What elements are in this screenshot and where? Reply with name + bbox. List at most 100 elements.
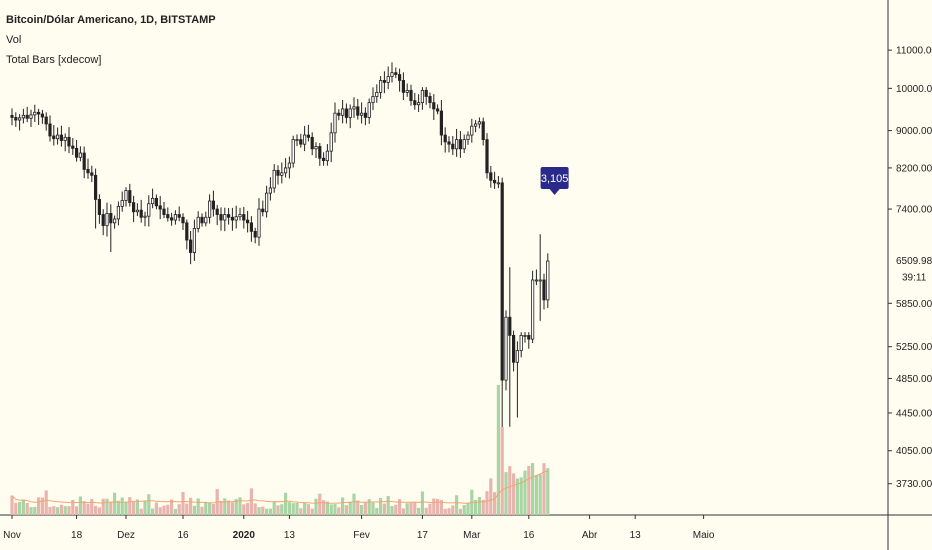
- candle-body: [367, 102, 371, 118]
- time-tick-label: 13: [284, 530, 296, 541]
- candle-body: [200, 216, 204, 224]
- candle-body: [492, 179, 497, 184]
- candle-body: [17, 117, 22, 121]
- volume-bar: [185, 503, 189, 515]
- volume-bar: [113, 492, 117, 515]
- volume-bar: [409, 502, 413, 515]
- candle-body: [375, 91, 379, 97]
- candle-body: [264, 192, 269, 213]
- candle-body: [397, 74, 402, 81]
- volume-bar: [306, 504, 310, 515]
- volume-bar: [86, 503, 90, 515]
- volume-bar: [135, 499, 139, 515]
- candle-body: [257, 208, 261, 238]
- candle-body: [59, 134, 64, 141]
- candle-body: [230, 216, 234, 221]
- candle-body: [192, 228, 196, 253]
- volume-bar: [291, 503, 295, 515]
- candle-body: [283, 167, 288, 174]
- candle-body: [48, 123, 52, 137]
- candle-body: [489, 172, 493, 181]
- volume-bar: [173, 508, 177, 515]
- volume-bar: [303, 502, 307, 515]
- volume-bar: [33, 506, 37, 515]
- volume-bar: [466, 503, 470, 515]
- candle-body: [302, 134, 307, 145]
- time-tick-label: 17: [417, 530, 429, 541]
- price-tick-label: 4850.00: [896, 374, 932, 385]
- candle-body: [447, 141, 451, 145]
- volume-bar: [379, 497, 383, 515]
- candle-body: [314, 146, 318, 150]
- volume-bar: [299, 508, 303, 515]
- candle-body: [268, 187, 273, 194]
- candle-body: [139, 209, 143, 218]
- candle-body: [454, 139, 459, 150]
- candle-body: [158, 205, 162, 210]
- volume-bar: [394, 504, 398, 515]
- volume-bar: [189, 497, 193, 515]
- volume-bar: [455, 495, 459, 515]
- volume-bar: [257, 507, 261, 515]
- candle-body: [359, 112, 364, 116]
- volume-bar: [333, 504, 337, 515]
- candle-body: [420, 89, 425, 104]
- volume-bar: [21, 499, 25, 515]
- volume-bar: [109, 502, 113, 515]
- volume-bar: [318, 493, 322, 515]
- volume-bar: [432, 498, 436, 515]
- candle-body: [105, 213, 109, 227]
- time-tick-label: 2020: [233, 530, 256, 541]
- volume-bar: [128, 497, 132, 515]
- candle-body: [143, 215, 147, 218]
- volume-bar: [238, 497, 242, 515]
- volume-bar: [451, 505, 455, 515]
- candle-body: [443, 134, 447, 143]
- volume-bar: [208, 502, 212, 515]
- candle-body: [124, 190, 128, 201]
- volume-bar: [341, 497, 345, 515]
- bar-count-label-bg: [540, 167, 569, 189]
- candle-body: [253, 230, 257, 238]
- volume-bar: [230, 502, 234, 515]
- volume-bar: [504, 472, 508, 515]
- volume-bar: [371, 502, 375, 515]
- candle-body: [166, 214, 170, 219]
- volume-bar: [56, 507, 60, 515]
- candle-body: [219, 214, 223, 221]
- time-tick-label: Fev: [353, 530, 370, 541]
- chart-title: Bitcoin/Dólar Americano, 1D, BITSTAMP: [6, 14, 216, 26]
- volume-bar: [101, 498, 105, 515]
- candle-body: [538, 279, 542, 282]
- volume-bar: [204, 501, 208, 515]
- volume-bar: [310, 508, 314, 515]
- candle-body: [204, 216, 208, 224]
- candle-body: [531, 279, 535, 340]
- volume-bar: [158, 507, 162, 515]
- candle-body: [496, 182, 501, 185]
- candle-body: [276, 169, 280, 176]
- volume-bar: [527, 465, 531, 515]
- candle-body: [150, 197, 155, 205]
- volume-bar: [447, 508, 451, 515]
- candle-body: [439, 110, 444, 136]
- price-tick-label: 11000.00: [896, 46, 932, 57]
- candle-body: [188, 239, 193, 253]
- candle-body: [416, 102, 421, 106]
- price-tick-label: 5250.00: [896, 342, 932, 353]
- chart-legend: Bitcoin/Dólar Americano, 1D, BITSTAMP Vo…: [6, 10, 216, 70]
- candle-body: [500, 182, 504, 381]
- candle-body: [462, 139, 466, 150]
- candle-body: [473, 123, 478, 127]
- time-tick-label: Dez: [117, 530, 135, 541]
- candle-body: [78, 152, 82, 158]
- candle-body: [527, 334, 531, 340]
- volume-bar: [500, 427, 504, 515]
- candle-body: [56, 134, 60, 140]
- volume-bar: [116, 500, 120, 515]
- volume-bar: [439, 499, 443, 515]
- volume-bar: [37, 497, 41, 515]
- volume-bar: [82, 501, 86, 515]
- time-tick-label: 16: [177, 530, 189, 541]
